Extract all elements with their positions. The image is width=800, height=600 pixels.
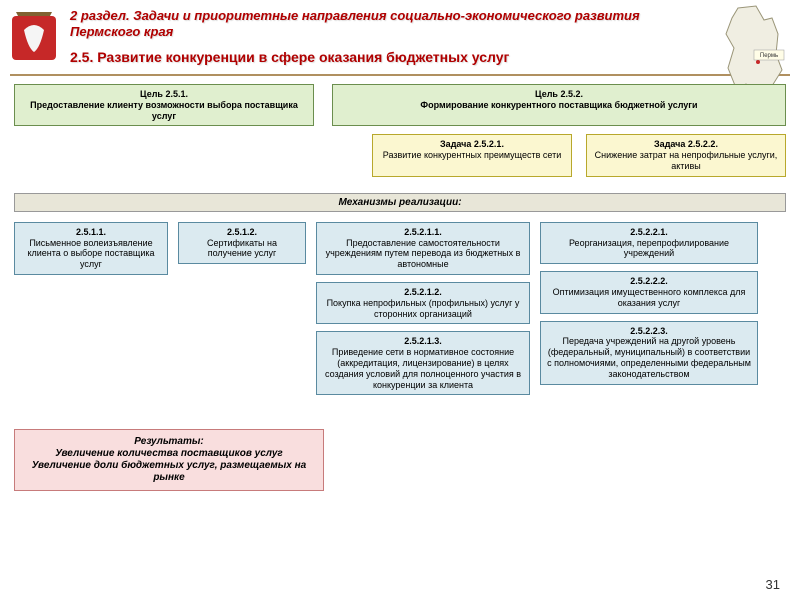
goal-text: Формирование конкурентного поставщика бю… xyxy=(420,100,697,110)
results-line1: Увеличение количества поставщиков услуг xyxy=(55,448,283,459)
mech-code: 2.5.2.2.1. xyxy=(546,227,752,238)
task-text: Снижение затрат на непрофильные услуги, … xyxy=(595,150,778,171)
mech-2-5-1-1: 2.5.1.1. Письменное волеизъявление клиен… xyxy=(14,222,168,275)
mech-code: 2.5.1.2. xyxy=(184,227,300,238)
mech-text: Предоставление самостоятельности учрежде… xyxy=(326,238,521,270)
results-title: Результаты: xyxy=(23,436,315,448)
mech-col-3: 2.5.2.1.1. Предоставление самостоятельно… xyxy=(316,222,530,396)
goals-row: Цель 2.5.1. Предоставление клиенту возмо… xyxy=(14,84,786,126)
mech-text: Письменное волеизъявление клиента о выбо… xyxy=(27,238,154,270)
mech-text: Передача учреждений на другой уровень (ф… xyxy=(547,336,751,378)
mech-text: Приведение сети в нормативное состояние … xyxy=(325,347,521,389)
task-text: Развитие конкурентных преимуществ сети xyxy=(383,150,561,160)
goal-2-5-1: Цель 2.5.1. Предоставление клиенту возмо… xyxy=(14,84,314,126)
diagram-content: Цель 2.5.1. Предоставление клиенту возмо… xyxy=(0,76,800,491)
mech-code: 2.5.2.2.3. xyxy=(546,326,752,337)
mech-text: Покупка непрофильных (профильных) услуг … xyxy=(327,298,520,319)
mech-text: Реорганизация, перепрофилирование учрежд… xyxy=(569,238,729,259)
task-2-5-2-2: Задача 2.5.2.2. Снижение затрат на непро… xyxy=(586,134,786,176)
mech-2-5-1-2: 2.5.1.2. Сертификаты на получение услуг xyxy=(178,222,306,264)
coat-of-arms-icon xyxy=(10,8,58,66)
mech-code: 2.5.2.1.2. xyxy=(322,287,524,298)
mech-col-4: 2.5.2.2.1. Реорганизация, перепрофилиров… xyxy=(540,222,758,396)
task-code: Задача 2.5.2.1. xyxy=(378,139,566,150)
mech-code: 2.5.2.2.2. xyxy=(546,276,752,287)
map-label: Пермь xyxy=(760,53,778,59)
mech-2-5-2-1-3: 2.5.2.1.3. Приведение сети в нормативное… xyxy=(316,331,530,395)
header: Пермь 2 раздел. Задачи и приоритетные на… xyxy=(0,0,800,70)
page-number: 31 xyxy=(766,577,780,592)
mech-code: 2.5.2.1.1. xyxy=(322,227,524,238)
mech-code: 2.5.2.1.3. xyxy=(322,336,524,347)
mechanisms-grid: 2.5.1.1. Письменное волеизъявление клиен… xyxy=(14,222,786,396)
section-title: 2 раздел. Задачи и приоритетные направле… xyxy=(70,8,790,41)
tasks-row: Задача 2.5.2.1. Развитие конкурентных пр… xyxy=(14,134,786,176)
goal-2-5-2: Цель 2.5.2. Формирование конкурентного п… xyxy=(332,84,786,126)
mech-2-5-2-1-2: 2.5.2.1.2. Покупка непрофильных (профиль… xyxy=(316,282,530,324)
results-line2: Увеличение доли бюджетных услуг, размеща… xyxy=(32,460,306,483)
goal-code: Цель 2.5.1. xyxy=(20,89,308,100)
goal-text: Предоставление клиенту возможности выбор… xyxy=(30,100,298,121)
results-box: Результаты: Увеличение количества постав… xyxy=(14,429,324,491)
mech-2-5-2-2-1: 2.5.2.2.1. Реорганизация, перепрофилиров… xyxy=(540,222,758,264)
mech-col-2: 2.5.1.2. Сертификаты на получение услуг xyxy=(178,222,306,396)
mech-text: Оптимизация имущественного комплекса для… xyxy=(553,287,746,308)
goal-code: Цель 2.5.2. xyxy=(338,89,780,100)
mech-2-5-2-2-3: 2.5.2.2.3. Передача учреждений на другой… xyxy=(540,321,758,385)
mech-col-1: 2.5.1.1. Письменное волеизъявление клиен… xyxy=(14,222,168,396)
subsection-title: 2.5. Развитие конкуренции в сфере оказан… xyxy=(70,49,790,67)
mech-2-5-2-2-2: 2.5.2.2.2. Оптимизация имущественного ко… xyxy=(540,271,758,313)
mechanisms-header: Механизмы реализации: xyxy=(14,193,786,212)
mech-2-5-2-1-1: 2.5.2.1.1. Предоставление самостоятельно… xyxy=(316,222,530,275)
mech-text: Сертификаты на получение услуг xyxy=(207,238,277,259)
task-code: Задача 2.5.2.2. xyxy=(592,139,780,150)
task-2-5-2-1: Задача 2.5.2.1. Развитие конкурентных пр… xyxy=(372,134,572,176)
mech-code: 2.5.1.1. xyxy=(20,227,162,238)
